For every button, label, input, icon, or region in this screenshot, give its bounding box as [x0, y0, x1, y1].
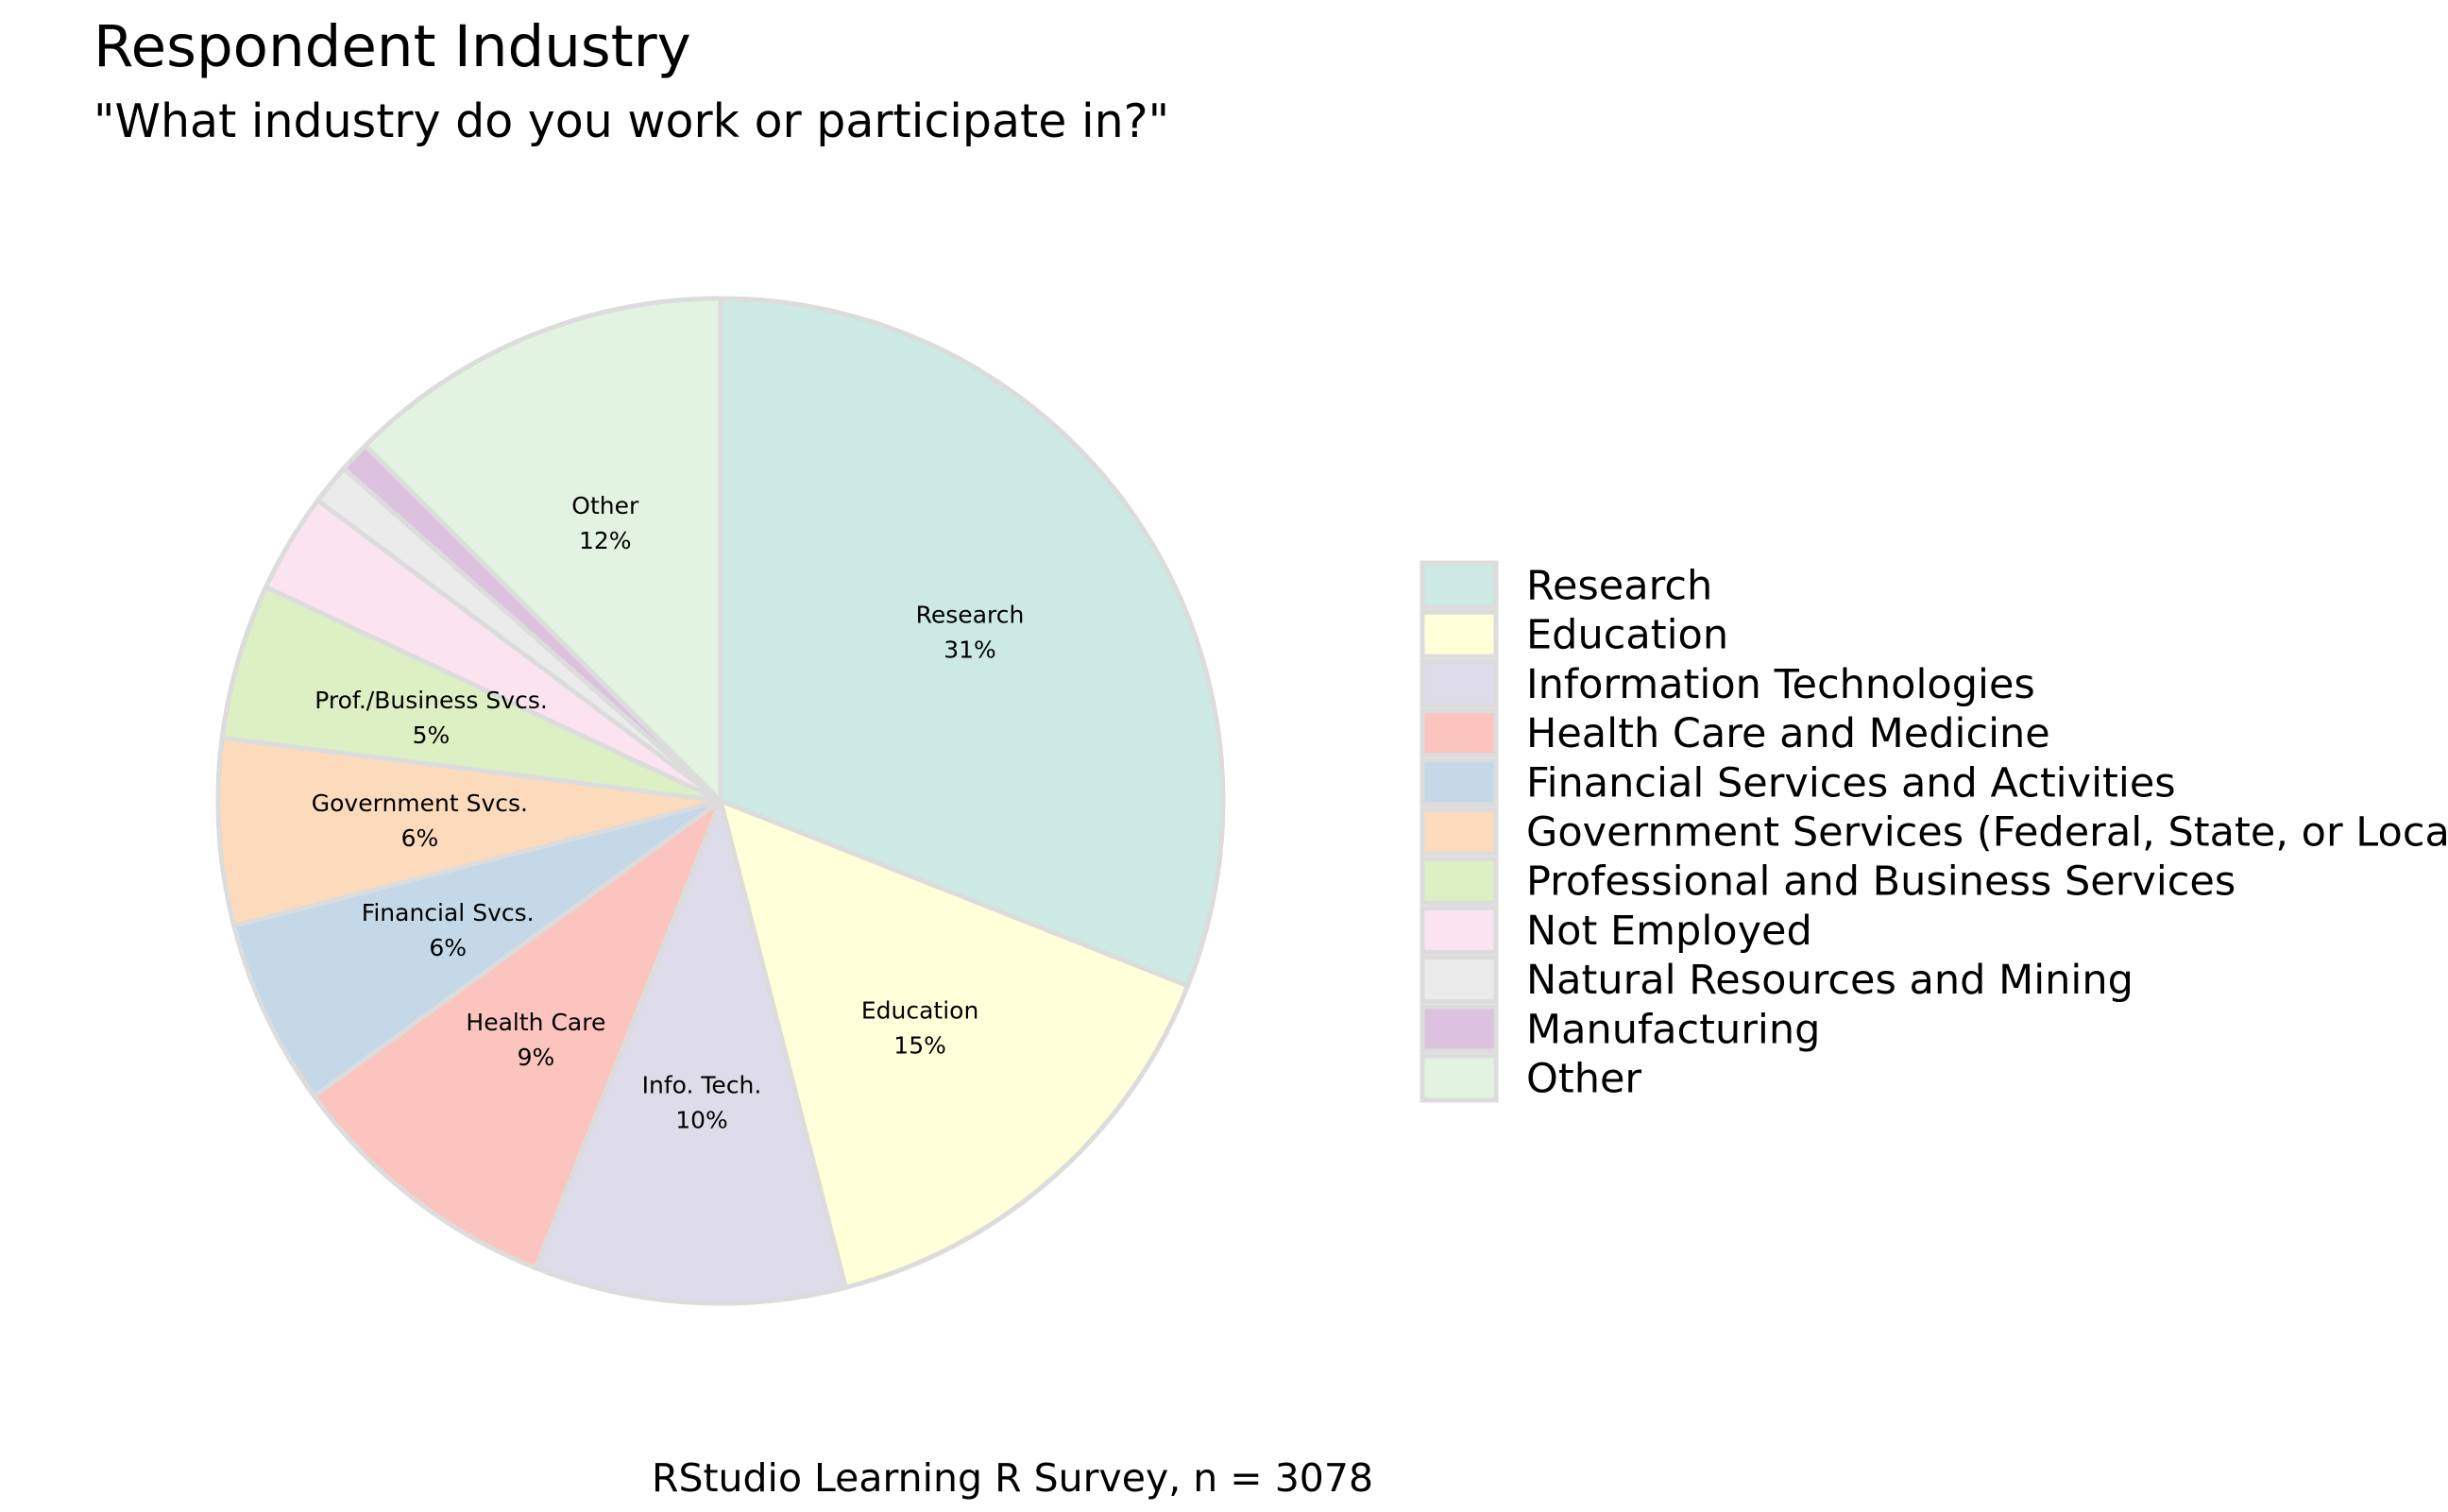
slice-label-other: Other [571, 492, 639, 519]
slice-label-health-care-and-medicine: Health Care [466, 1009, 605, 1036]
legend-label-other: Other [1526, 1056, 1641, 1103]
slice-value-label-other: 12% [579, 527, 632, 554]
pie-slice-government-services-federal-state-or-local [215, 735, 723, 928]
legend-key-information-technologies [1420, 658, 1499, 708]
slice-value-label-health-care-and-medicine: 9% [518, 1044, 555, 1071]
legend-label-government-services-federal-state-or-local: Government Services (Federal, State, or … [1526, 809, 2448, 857]
slice-label-information-technologies: Info. Tech. [642, 1072, 762, 1099]
slice-value-label-information-technologies: 10% [675, 1107, 728, 1134]
slice-value-label-government-services-federal-state-or-local: 6% [401, 824, 439, 852]
pie-slice-research [718, 296, 1226, 989]
legend-label-manufacturing: Manufacturing [1526, 1006, 1820, 1053]
slice-value-label-financial-services-and-activities: 6% [429, 934, 467, 961]
legend-key-research [1420, 560, 1499, 610]
legend-label-professional-and-business-services: Professional and Business Services [1526, 858, 2236, 906]
legend-label-financial-services-and-activities: Financial Services and Activities [1526, 759, 2176, 807]
pie-slice-education [718, 798, 1191, 1290]
legend-label-research: Research [1526, 563, 1712, 610]
pie-slice-financial-services-and-activities [231, 798, 723, 1099]
legend-key-health-care-and-medicine [1420, 708, 1499, 758]
legend-key-other [1420, 1053, 1499, 1103]
slice-value-label-research: 31% [944, 637, 996, 664]
chart-title: Respondent Industry [94, 13, 691, 80]
legend-label-health-care-and-medicine: Health Care and Medicine [1526, 710, 2050, 757]
pie-slice-health-care-and-medicine [312, 798, 723, 1271]
slice-label-professional-and-business-services: Prof./Business Svcs. [314, 687, 548, 714]
chart-subtitle: "What industry do you work or participat… [94, 94, 1169, 148]
legend-label-education: Education [1526, 612, 1728, 659]
legend-key-natural-resources-and-mining [1420, 955, 1499, 1005]
pie-slice-information-technologies [533, 798, 848, 1306]
legend-label-not-employed: Not Employed [1526, 908, 1812, 955]
slice-label-research: Research [916, 602, 1025, 629]
slice-label-financial-services-and-activities: Financial Svcs. [362, 899, 535, 926]
legend-key-not-employed [1420, 905, 1499, 955]
chart-caption: RStudio Learning R Survey, n = 3078 [652, 1455, 1373, 1501]
pie-slice-labels: Research 31% Education 15% Info. Tech. 10% Hea… [312, 492, 1025, 1134]
slice-label-government-services-federal-state-or-local: Government Svcs. [312, 790, 528, 817]
legend-label-natural-resources-and-mining: Natural Resources and Mining [1526, 957, 2134, 1004]
legend-key-financial-services-and-activities [1420, 757, 1499, 807]
pie-slices [215, 296, 1226, 1306]
legend-key-education [1420, 609, 1499, 659]
slice-label-education: Education [861, 996, 978, 1024]
legend-key-professional-and-business-services [1420, 856, 1499, 906]
pie-slice-other [363, 296, 723, 804]
legend-label-information-technologies: Information Technologies [1526, 661, 2035, 708]
legend-key-government-services-federal-state-or-local [1420, 807, 1499, 857]
legend-key-manufacturing [1420, 1004, 1499, 1054]
slice-value-label-education: 15% [893, 1031, 946, 1059]
slice-value-label-professional-and-business-services: 5% [413, 722, 450, 749]
pie-slice-professional-and-business-services [219, 584, 723, 804]
